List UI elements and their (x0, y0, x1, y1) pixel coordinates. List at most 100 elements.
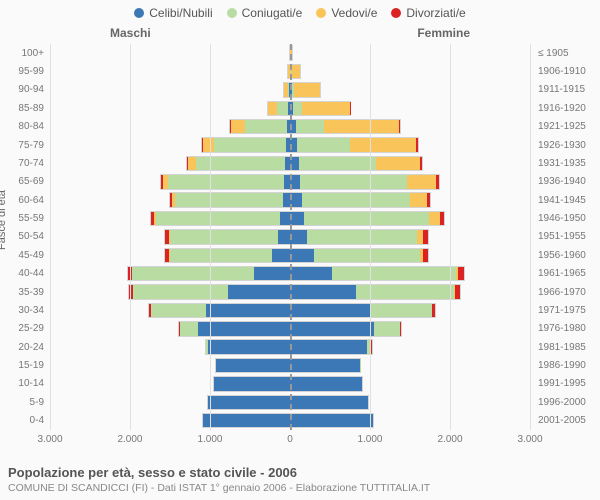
bar-segment (416, 138, 417, 152)
birth-label: 1986-1990 (536, 356, 596, 374)
bar (164, 248, 290, 264)
bar-segment (374, 322, 400, 336)
pyramid-chart: Celibi/Nubili Coniugati/e Vedovi/e Divorzia… (0, 0, 600, 500)
bar-segment (180, 322, 198, 336)
x-tick: 2.000 (117, 434, 142, 445)
plot-area (50, 44, 530, 430)
bar-segment (278, 230, 290, 244)
bar-segment (290, 396, 368, 410)
age-label: 65-69 (6, 173, 46, 191)
bar-segment (410, 193, 427, 207)
bar (201, 137, 290, 153)
bar-segment (458, 267, 464, 281)
bar-segment (216, 359, 290, 373)
bar-segment (376, 157, 421, 171)
birth-label: 1941-1945 (536, 191, 596, 209)
bar-segment (290, 322, 374, 336)
age-label: 55-59 (6, 209, 46, 227)
bar-segment (350, 138, 416, 152)
legend-item: Divorziati/e (391, 6, 465, 20)
bar-segment (399, 120, 400, 134)
birth-label: 1906-1910 (536, 62, 596, 80)
legend-swatch (134, 8, 144, 18)
bar-segment (440, 212, 444, 226)
legend-label: Coniugati/e (242, 6, 303, 20)
bar (290, 101, 351, 117)
bar-segment (324, 120, 399, 134)
age-label: 10-14 (6, 375, 46, 393)
bar-segment (290, 285, 356, 299)
bar-segment (290, 340, 367, 354)
age-label: 100+ (6, 44, 46, 62)
bar-segment (151, 304, 206, 318)
bar-segment (203, 138, 214, 152)
bar-segment (254, 267, 290, 281)
bar (290, 321, 402, 337)
bar-segment (436, 175, 438, 189)
bar-segment (268, 102, 277, 116)
bar-segment (423, 249, 428, 263)
birth-label: 1981-1985 (536, 338, 596, 356)
legend-item: Celibi/Nubili (134, 6, 212, 20)
bar (290, 339, 373, 355)
female-label: Femmine (417, 26, 470, 40)
legend-item: Vedovi/e (316, 6, 377, 20)
bar (290, 413, 374, 429)
bar (290, 376, 363, 392)
birth-label: 1976-1980 (536, 320, 596, 338)
bar-segment (290, 230, 307, 244)
bar (267, 101, 290, 117)
bar (290, 192, 431, 208)
age-label: 5-9 (6, 393, 46, 411)
age-label: 30-34 (6, 301, 46, 319)
bar (213, 376, 290, 392)
bar-segment (302, 193, 410, 207)
bar (290, 82, 321, 98)
bar (290, 211, 445, 227)
age-label: 15-19 (6, 356, 46, 374)
bar-segment (290, 359, 360, 373)
bar (127, 266, 290, 282)
bar-segment (208, 396, 290, 410)
bar-segment (272, 249, 290, 263)
bar-segment (290, 212, 304, 226)
bar-segment (332, 267, 457, 281)
bar-segment (290, 267, 332, 281)
age-label: 40-44 (6, 265, 46, 283)
bar-segment (132, 267, 254, 281)
bar-segment (432, 304, 435, 318)
bar (290, 358, 361, 374)
bar (290, 248, 429, 264)
legend-item: Coniugati/e (227, 6, 303, 20)
bar (160, 174, 290, 190)
bar-segment (214, 377, 290, 391)
age-label: 20-24 (6, 338, 46, 356)
bar (202, 413, 290, 429)
bar-segment (297, 138, 350, 152)
bar-segment (175, 193, 283, 207)
birth-label: 1916-1920 (536, 99, 596, 117)
age-label: 50-54 (6, 228, 46, 246)
bar (283, 82, 290, 98)
bar-segment (170, 249, 272, 263)
birth-label: 2001-2005 (536, 412, 596, 430)
legend-swatch (316, 8, 326, 18)
footer-sub: COMUNE DI SCANDICCI (FI) - Dati ISTAT 1°… (8, 482, 592, 494)
bar (290, 229, 429, 245)
x-tick: 1.000 (197, 434, 222, 445)
age-label: 80-84 (6, 118, 46, 136)
bar (215, 358, 290, 374)
bar-segment (133, 285, 227, 299)
birth-label: 1921-1925 (536, 118, 596, 136)
bar-segment (280, 212, 290, 226)
birth-label: 1946-1950 (536, 209, 596, 227)
bar-segment (290, 414, 373, 428)
bar-segment (299, 157, 376, 171)
footer: Popolazione per età, sesso e stato civil… (8, 465, 592, 494)
x-tick: 3.000 (37, 434, 62, 445)
bar-segment (290, 377, 362, 391)
legend-label: Celibi/Nubili (149, 6, 212, 20)
bar-segment (314, 249, 420, 263)
age-label: 70-74 (6, 154, 46, 172)
bar-segment (214, 138, 286, 152)
